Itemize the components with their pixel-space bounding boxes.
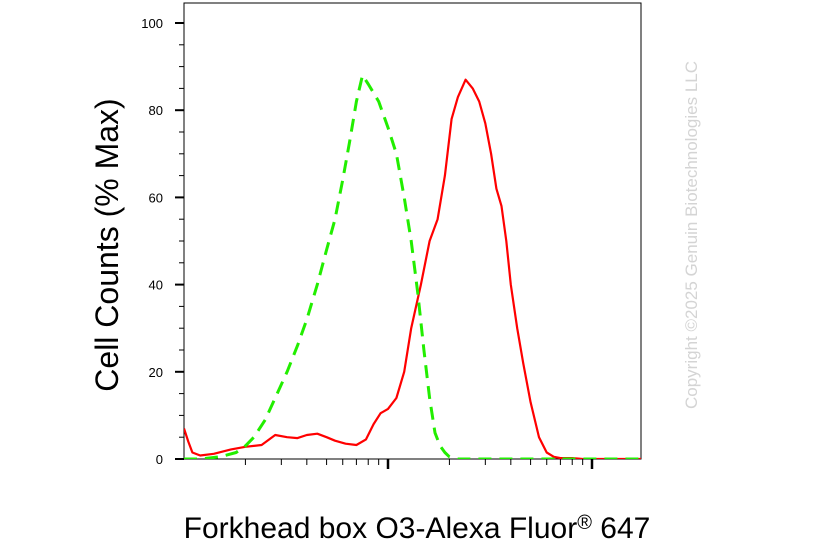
sample-histogram-line — [184, 78, 641, 459]
y-tick-label: 40 — [149, 278, 163, 293]
x-axis — [244, 459, 594, 469]
plot-frame — [183, 2, 642, 460]
y-tick-label: 0 — [156, 452, 163, 467]
y-tick-label: 60 — [149, 190, 163, 205]
x-axis-label-main: Forkhead box O3-Alexa Fluor — [184, 512, 578, 545]
isotype-control-histogram-line — [184, 73, 641, 459]
y-tick-label: 20 — [149, 365, 163, 380]
x-axis-label-registered-mark: ® — [577, 512, 592, 534]
y-axis-label: Cell Counts (% Max) — [89, 98, 125, 391]
series-layer — [184, 73, 641, 459]
copyright-watermark: Copyright ©2025 Genuin Biotechnologies L… — [682, 61, 701, 409]
y-tick-label: 80 — [149, 103, 163, 118]
y-axis: 0 20 40 60 80 100 — [141, 16, 184, 467]
y-tick-label: 100 — [141, 16, 163, 31]
x-axis-label: Forkhead box O3-Alexa Fluor® 647 — [184, 512, 651, 545]
x-axis-label-suffix: 647 — [592, 512, 650, 545]
